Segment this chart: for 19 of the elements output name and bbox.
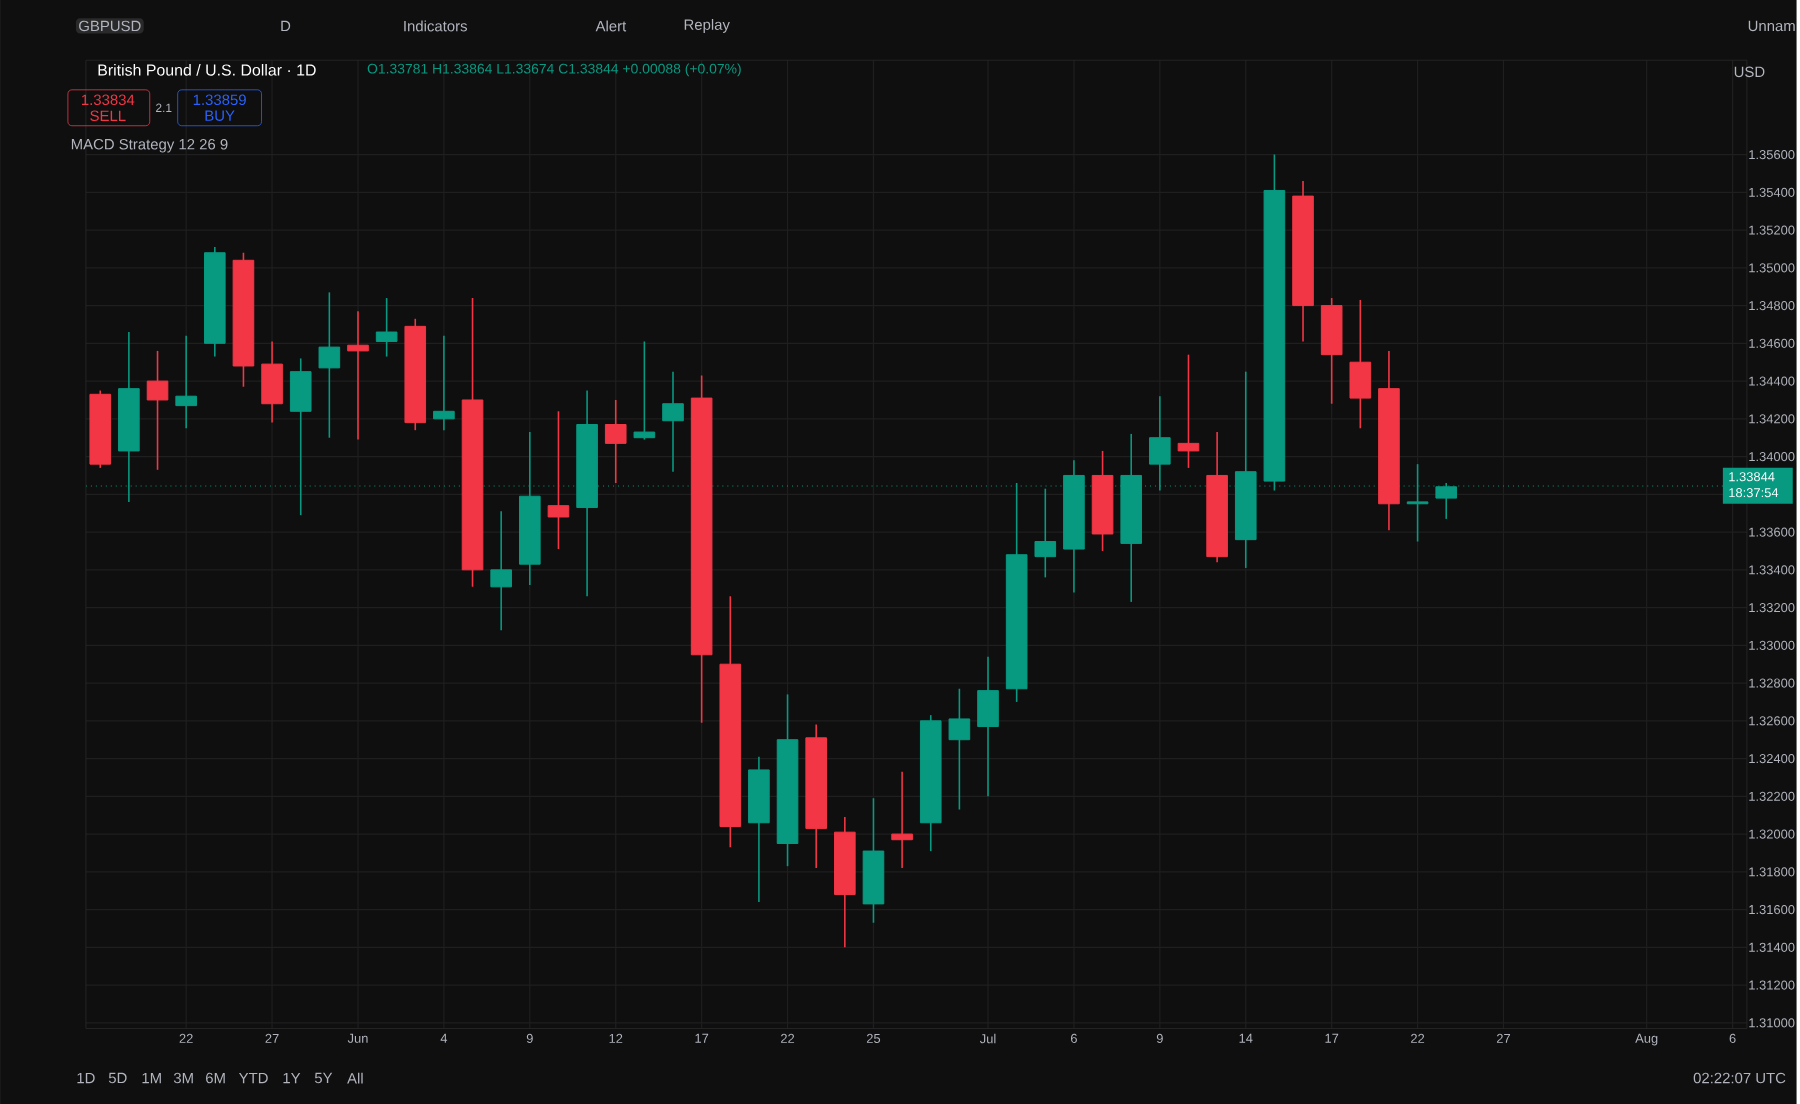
candlestick [375,297,398,358]
candlestick [633,340,656,441]
candlestick [1034,487,1057,579]
candlestick [977,655,999,798]
candlestick [175,334,197,430]
candlestick [261,340,283,424]
candlestick [948,687,971,811]
candlestick [347,310,369,441]
candlestick [1349,299,1372,430]
candlestick [547,410,570,550]
candlestick [433,334,455,431]
candlestick [146,350,169,471]
candlestick [490,510,512,632]
candlestick [318,291,341,439]
candlestick [662,370,684,473]
candlestick [1149,395,1171,492]
candlestick [891,770,913,869]
candlestick [604,399,627,484]
candlestick [1177,353,1200,469]
